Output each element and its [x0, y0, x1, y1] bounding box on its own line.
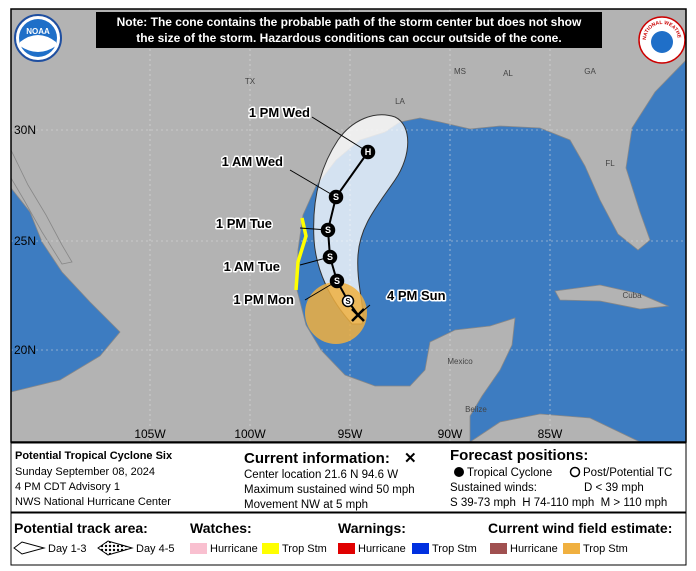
legend-item: Hurricane [358, 543, 406, 555]
track-symbol: H [365, 147, 372, 157]
note-line: Note: The cone contains the probable pat… [117, 15, 582, 29]
land [11, 9, 686, 442]
info-panel [10, 442, 687, 513]
time-label: 1 AM Wed [222, 154, 283, 169]
grid-labels: 30N 25N 20N 105W 100W 95W 90W 85W [14, 123, 563, 441]
swatch [338, 543, 355, 554]
noaa-logo: NOAA [14, 14, 62, 62]
time-label: 1 AM Tue [224, 259, 280, 274]
lon-label: 105W [134, 427, 166, 441]
swatch [190, 543, 207, 554]
storm-name: Potential Tropical Cyclone Six [15, 450, 173, 462]
legend-item: Trop Stm [432, 543, 477, 555]
legend-title: Warnings: [338, 520, 406, 536]
track-point [329, 273, 345, 289]
cone-icon [13, 541, 46, 555]
time-label: 1 PM Tue [216, 216, 272, 231]
swatch [412, 543, 429, 554]
watch-trop-stm [294, 217, 308, 291]
tc-icon [454, 467, 464, 477]
track-point [328, 189, 344, 205]
note-line: the size of the storm. Hazardous conditi… [136, 31, 561, 45]
place-label: FL [605, 159, 615, 168]
track-point [360, 144, 376, 160]
legend-title: Watches: [190, 520, 252, 536]
time-label: 4 PM Sun [387, 288, 446, 303]
forecast-info: Forecast positions: Tropical Cyclone Pos… [450, 447, 672, 509]
place-label: MS [454, 67, 466, 76]
storm-date: Sunday September 08, 2024 [15, 466, 155, 478]
track-symbol: S [327, 252, 333, 262]
lon-label: 90W [438, 427, 463, 441]
track-point [320, 222, 336, 238]
swatch [563, 543, 580, 554]
land [11, 149, 73, 265]
legend-title: Current wind field estimate: [488, 520, 672, 536]
legend-title: Potential track area: [14, 520, 148, 536]
track: 1 PM Wed H 1 AM Wed S 1 PM Tue S 1 AM Tue S 1 PM… [214, 104, 447, 322]
current-position [351, 308, 365, 322]
forecast-key: Sustained winds: [450, 482, 537, 494]
track-symbol: S [333, 192, 339, 202]
swatch [262, 543, 279, 554]
note-box [96, 12, 602, 48]
lat-label: 25N [14, 234, 36, 248]
place-label: Cuba [622, 291, 642, 300]
track-point [341, 294, 355, 308]
storm-info: Potential Tropical Cyclone Six Sunday Se… [15, 450, 173, 508]
land [469, 413, 641, 442]
map-frame [10, 8, 687, 443]
current-line: Movement NW at 5 mph [244, 499, 368, 511]
swatch [490, 543, 507, 554]
logo-text: NOAA [26, 27, 50, 36]
cone [313, 114, 409, 325]
legend: Potential track area: Day 1-3 Day 4-5 Wa… [13, 520, 672, 556]
land [554, 284, 670, 310]
advisory: 4 PM CDT Advisory 1 [15, 481, 120, 493]
lon-label: 85W [538, 427, 563, 441]
legend-item: Day 1-3 [48, 543, 87, 555]
lon-label: 95W [338, 427, 363, 441]
cone-icon [97, 540, 134, 556]
place-label: GA [584, 67, 596, 76]
legend-item: Hurricane [510, 543, 558, 555]
map: 1 PM Wed H 1 AM Wed S 1 PM Tue S 1 AM Tue S 1 PM… [11, 9, 686, 442]
legend-panel [10, 512, 687, 566]
place-label: Mexico [447, 357, 473, 366]
place-labels: TX LA MS AL GA FL Cuba Mexico Belize [245, 67, 642, 414]
lat-label: 30N [14, 123, 36, 137]
current-info: Current information: ✕ Center location 2… [244, 450, 417, 511]
track-symbol: S [325, 225, 331, 235]
track-symbol: S [334, 276, 340, 286]
legend-item: Trop Stm [583, 543, 628, 555]
leader-line [311, 116, 369, 153]
legend-item: Hurricane [210, 543, 258, 555]
current-line: Maximum sustained wind 50 mph [244, 484, 415, 496]
lat-label: 20N [14, 343, 36, 357]
place-label: LA [395, 97, 405, 106]
lon-label: 100W [234, 427, 266, 441]
time-label: 1 PM Wed [249, 105, 310, 120]
legend-item: Day 4-5 [136, 543, 175, 555]
place-label: TX [245, 77, 256, 86]
forecast-key: S 39-73 mph H 74-110 mph M > 110 mph [450, 497, 667, 509]
time-label: 1 PM Mon [233, 292, 294, 307]
forecast-key: Tropical Cyclone [467, 467, 552, 479]
forecast-title: Forecast positions: [450, 447, 588, 464]
place-label: AL [503, 69, 513, 78]
track-point [322, 249, 338, 265]
place-label: Belize [465, 405, 487, 414]
current-title: Current information: [244, 450, 390, 467]
agency: NWS National Hurricane Center [15, 496, 171, 508]
forecast-key: Post/Potential TC [583, 467, 672, 479]
current-symbol: ✕ [404, 450, 417, 467]
leader-line [289, 169, 337, 198]
track-symbol: S [345, 297, 351, 306]
current-line: Center location 21.6 N 94.6 W [244, 469, 398, 481]
post-tc-icon [569, 466, 581, 478]
legend-item: Trop Stm [282, 543, 327, 555]
forecast-key: D < 39 mph [584, 482, 644, 494]
